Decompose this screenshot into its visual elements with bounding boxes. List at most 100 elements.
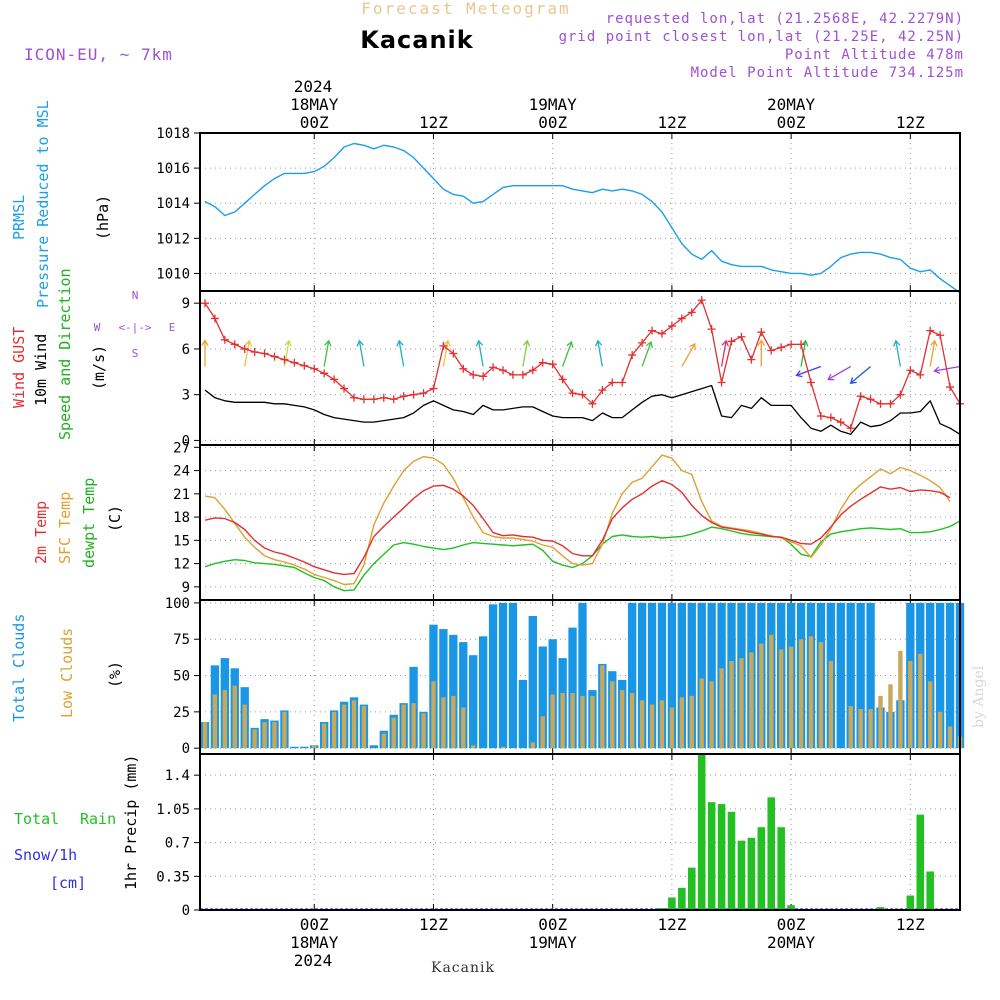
cloud-labels: Total Clouds Low Clouds (%) xyxy=(10,614,124,722)
gust-point xyxy=(568,389,577,398)
gust-point xyxy=(280,355,289,364)
low-cloud-bar xyxy=(739,658,744,749)
wind-arrow-shaft xyxy=(477,340,484,367)
wind-arrow xyxy=(892,339,902,367)
top-hour-label: 00Z xyxy=(777,113,806,132)
gust-point xyxy=(767,346,776,355)
rain-bar xyxy=(787,905,795,910)
total-cloud-bar xyxy=(449,634,458,749)
gust-point xyxy=(260,349,269,358)
y-tick-label: 0 xyxy=(182,903,190,919)
gust-point xyxy=(936,331,945,340)
gust-point xyxy=(886,399,895,408)
gust-point xyxy=(638,338,647,347)
low-cloud-bar xyxy=(639,700,645,749)
total-cloud-bar xyxy=(498,602,508,749)
gust-point xyxy=(409,390,418,399)
low-cloud-bar xyxy=(858,708,863,749)
low-cloud-bar xyxy=(719,668,724,749)
total-cloud-bar xyxy=(469,655,478,749)
total-cloud-bar xyxy=(627,602,637,749)
wind-arrow-head xyxy=(795,370,803,378)
total-cloud-bar xyxy=(667,602,677,749)
low-cloud-bar xyxy=(441,697,446,749)
panel-frame xyxy=(199,132,961,292)
y-tick-label: 25 xyxy=(173,705,190,721)
rain-bar xyxy=(926,871,934,910)
rain-bar xyxy=(876,907,885,910)
top-year: 2024 xyxy=(294,77,333,96)
gust-point xyxy=(399,392,408,401)
top-date-label: 19MAY xyxy=(529,95,578,114)
low-cloud-bar xyxy=(202,722,208,749)
wind-arrow-shaft xyxy=(442,340,449,367)
wind-speed-line xyxy=(204,384,961,435)
gust-point xyxy=(856,392,865,401)
wind-arrow-head xyxy=(933,366,941,374)
low-cloud-bar xyxy=(262,722,267,749)
wind-arrow xyxy=(720,339,729,367)
wind-arrow-head xyxy=(757,339,766,346)
wind-arrow-head xyxy=(930,339,938,347)
low-cloud-bar xyxy=(222,690,228,749)
wind-dir-label: Speed and Direction xyxy=(56,268,74,440)
gust-point xyxy=(747,355,756,364)
wind-arrow-shaft xyxy=(323,340,330,367)
total-cloud-bar xyxy=(488,604,498,749)
wind-arrow-shaft xyxy=(283,340,290,367)
total-cloud-bar xyxy=(528,615,537,749)
gust-point xyxy=(459,364,468,373)
y-tick-label: 24 xyxy=(173,464,190,480)
low-cloud-bar xyxy=(242,704,247,749)
model-label: ICON-EU, ~ 7km xyxy=(24,45,173,64)
total-cloud-bar xyxy=(568,627,577,749)
rain-bar xyxy=(668,897,676,910)
point-altitude: Point Altitude 478m xyxy=(785,47,964,63)
low-cloud-bar xyxy=(451,695,456,749)
wind-arrow xyxy=(356,339,365,367)
gust-point xyxy=(330,375,339,384)
bottom-hour-label: 00Z xyxy=(300,915,329,934)
gust-point xyxy=(757,328,766,337)
low-cloud-bar xyxy=(808,636,814,749)
total-cloud-bar xyxy=(369,745,379,749)
rain-bar xyxy=(757,827,766,910)
gust-point xyxy=(806,378,815,387)
y-tick-label: 3 xyxy=(182,388,190,404)
low-cloud-bar xyxy=(530,742,535,749)
wind-arrow xyxy=(323,339,332,367)
low-cloud-bar xyxy=(689,695,694,749)
gust-point xyxy=(489,363,498,372)
low-cloud-bar xyxy=(570,692,575,749)
gust-point xyxy=(558,375,567,384)
gust-point xyxy=(896,390,905,399)
snow-label: Snow/1h xyxy=(14,846,77,864)
gust-point xyxy=(826,413,835,422)
gust-point xyxy=(250,347,259,356)
bottom-hour-label: 12Z xyxy=(657,915,686,934)
gust-point xyxy=(379,393,388,402)
low-cloud-bar xyxy=(391,717,396,749)
gust-point xyxy=(270,352,279,361)
gust-label: Wind GUST xyxy=(10,327,28,408)
bottom-hour-label: 00Z xyxy=(538,915,567,934)
sfc-temp-label: SFC Temp xyxy=(56,492,74,564)
y-tick-label: 1018 xyxy=(156,126,190,142)
gust-point xyxy=(349,393,358,402)
gust-point xyxy=(677,314,686,323)
rain-bar xyxy=(687,867,696,910)
gust-point xyxy=(707,325,716,334)
total-cloud-bar xyxy=(478,636,488,749)
low-cloud-bar xyxy=(421,713,426,749)
low-cloud-bar xyxy=(560,692,565,749)
wind-arrow-head xyxy=(721,339,729,347)
top-hour-label: 00Z xyxy=(300,113,329,132)
gust-point xyxy=(687,308,696,317)
wind-arrow-shaft xyxy=(895,340,902,367)
wind-arrow-head xyxy=(594,339,603,347)
total-cloud-bar xyxy=(439,629,448,749)
gust-point xyxy=(469,370,478,379)
gust-point xyxy=(389,395,398,404)
low-cloud-bar xyxy=(590,695,595,749)
wind-arrow-shaft xyxy=(827,365,852,381)
